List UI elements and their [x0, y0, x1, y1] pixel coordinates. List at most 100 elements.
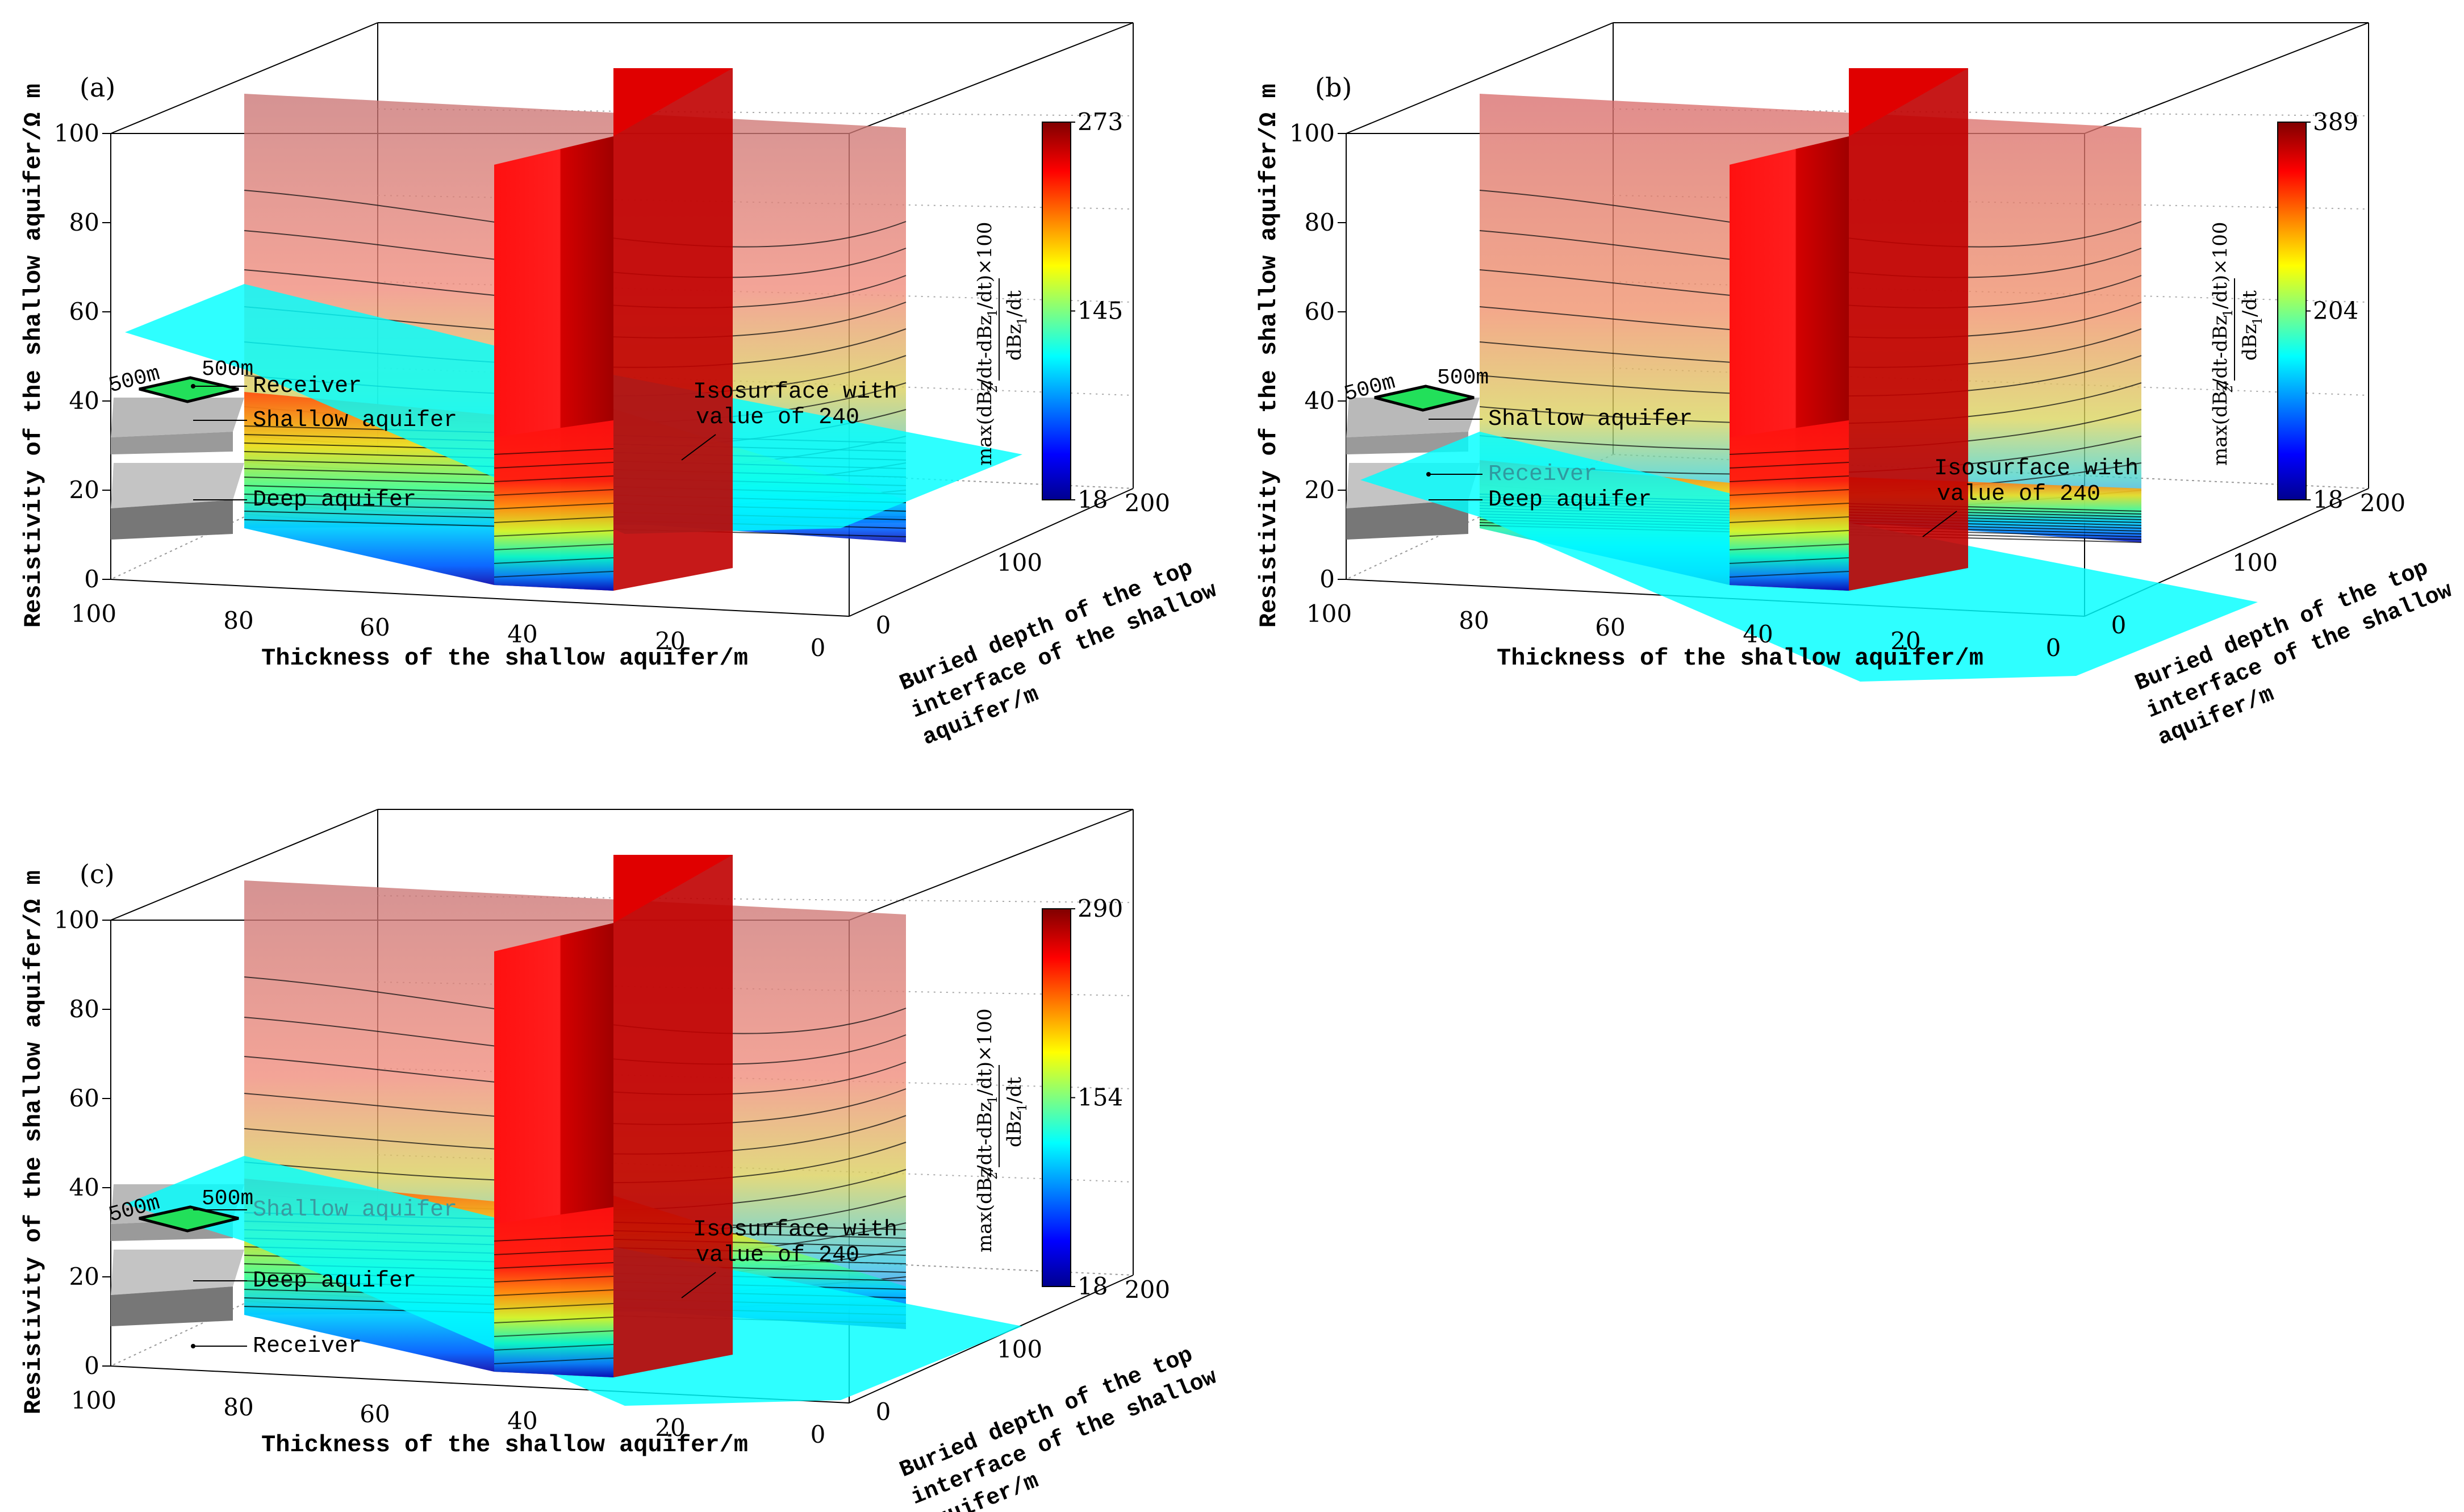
- x-tick-label: 40: [1743, 620, 1773, 648]
- annotation-arrow: [1922, 511, 1957, 537]
- x-tick-label: 40: [507, 620, 537, 648]
- shallow-label: Shallow aquifer: [253, 408, 457, 433]
- x-tick-label: 0: [2046, 634, 2061, 662]
- colorbar-label-text: /dt-dBz: [2209, 315, 2232, 385]
- layer-schematic: [111, 398, 244, 540]
- red-slice-side: [1849, 68, 1968, 591]
- slice-contour: [1729, 489, 1849, 496]
- grid-line: [110, 1240, 378, 1367]
- slice-contour: [1729, 475, 1849, 482]
- slice-contour: [494, 489, 614, 496]
- y-axis-label-text: Resistivity of the shallow aquifer/Ω m: [20, 870, 47, 1414]
- colorbar-tick-label: 145: [1078, 297, 1123, 325]
- panel-label: (b): [1315, 72, 1352, 103]
- receiver-label: Receiver: [1488, 462, 1597, 487]
- colorbar-label-text: dBz: [2239, 324, 2261, 361]
- receiver-point: [191, 1344, 195, 1348]
- chart-panel-c: 18154290max(dBz2/dt-dBz1/dt)×100dBz1/dt(…: [20, 809, 1221, 1512]
- slice-contour: [494, 1358, 614, 1364]
- deep-label: Deep aquifer: [1488, 487, 1652, 513]
- slice-contour: [494, 1289, 614, 1296]
- deep-layer-top: [111, 1250, 244, 1295]
- slice-contour: [494, 1344, 614, 1351]
- colorbar-tick-label: 18: [1078, 1272, 1108, 1300]
- colorbar-label-text: dBz: [1003, 324, 1026, 361]
- y-axis-label: Resistivity of the shallow aquifer/Ω m: [1255, 83, 1283, 628]
- slice-contour: [1729, 503, 1849, 509]
- annotation-text: value of 240: [696, 1243, 859, 1268]
- annotation-text: value of 240: [696, 405, 859, 431]
- slice-contour: [1729, 516, 1849, 523]
- colorbar-tick-label: 389: [2313, 108, 2358, 136]
- colorbar-label-sub: 2: [986, 385, 1000, 393]
- x-tick-label: 0: [811, 1421, 826, 1448]
- annotation-text: Isosurface with: [693, 379, 897, 405]
- z-tick-label: 200: [1125, 489, 1170, 517]
- slice-contour: [494, 1317, 614, 1323]
- slice-contour: [1729, 557, 1849, 564]
- red-slice-top: [613, 855, 733, 923]
- y-tick-label: 100: [54, 119, 99, 147]
- slice-contour: [494, 448, 614, 455]
- box-edge: [849, 488, 1134, 617]
- x-tick-label: 80: [223, 1393, 253, 1421]
- x-tick-label: 100: [71, 1386, 116, 1414]
- panel-label: (c): [80, 859, 115, 889]
- box-edge: [110, 579, 850, 617]
- colorbar-label-text: /dt-dBz: [974, 315, 996, 385]
- slice-contour: [1729, 544, 1849, 550]
- x-axis-label: Thickness of the shallow aquifer/m: [261, 1431, 748, 1459]
- slice-contour: [494, 557, 614, 564]
- colorbar-label-sub: 2: [986, 1172, 1000, 1180]
- y-tick-label: 60: [69, 298, 99, 325]
- colorbar-label-text: /dt: [1003, 1077, 1026, 1104]
- slice-contour: [494, 475, 614, 482]
- colorbar-label-text: max(dBz: [974, 1167, 996, 1252]
- box-edge: [1346, 22, 1614, 134]
- loop-size-label: 500m: [1437, 366, 1489, 390]
- deep-label: Deep aquifer: [253, 487, 416, 513]
- x-tick-label: 60: [360, 1400, 390, 1428]
- red-slice-top: [1849, 68, 1968, 136]
- slice-contour: [494, 1330, 614, 1337]
- slice-contours: [1729, 448, 1849, 578]
- box-edge: [110, 22, 378, 134]
- y-tick-label: 100: [1289, 119, 1335, 147]
- box-edge: [110, 809, 378, 921]
- y-tick-label: 40: [69, 387, 99, 415]
- colorbar-label-text: max(dBz: [2209, 381, 2232, 466]
- red-slice-top: [613, 68, 733, 136]
- colorbar-label-text: /dt)×100: [974, 1008, 996, 1096]
- receiver-label: Receiver: [253, 374, 362, 399]
- colorbar: [2277, 122, 2307, 500]
- x-tick-label: 80: [223, 607, 253, 634]
- receiver-label: Receiver: [253, 1334, 362, 1359]
- slice-contour: [494, 1262, 614, 1269]
- shallow-label: Shallow aquifer: [253, 1197, 457, 1223]
- y-tick-label: 80: [69, 995, 99, 1023]
- loop-size-label: 500m: [202, 357, 253, 382]
- y-axis-label: Resistivity of the shallow aquifer/Ω m: [20, 870, 47, 1414]
- slice-contour: [494, 1235, 614, 1242]
- grid-line: [110, 454, 378, 580]
- transmitter-loop: [1374, 385, 1475, 412]
- transmitter-loop: [139, 1205, 239, 1233]
- y-tick-label: 100: [54, 906, 99, 934]
- x-tick-label: 20: [655, 627, 685, 655]
- y-tick-label: 20: [1305, 476, 1335, 504]
- y-tick-label: 60: [1305, 298, 1335, 325]
- colorbar-label-text: /dt)×100: [974, 222, 996, 309]
- z-tick-label: 100: [997, 1335, 1042, 1363]
- slice-contour: [494, 571, 614, 578]
- y-tick-label: 40: [69, 1173, 99, 1201]
- annotation-arrow: [681, 434, 716, 461]
- z-tick-label: 200: [1125, 1276, 1170, 1304]
- colorbar-label-sub: 1: [2251, 317, 2265, 325]
